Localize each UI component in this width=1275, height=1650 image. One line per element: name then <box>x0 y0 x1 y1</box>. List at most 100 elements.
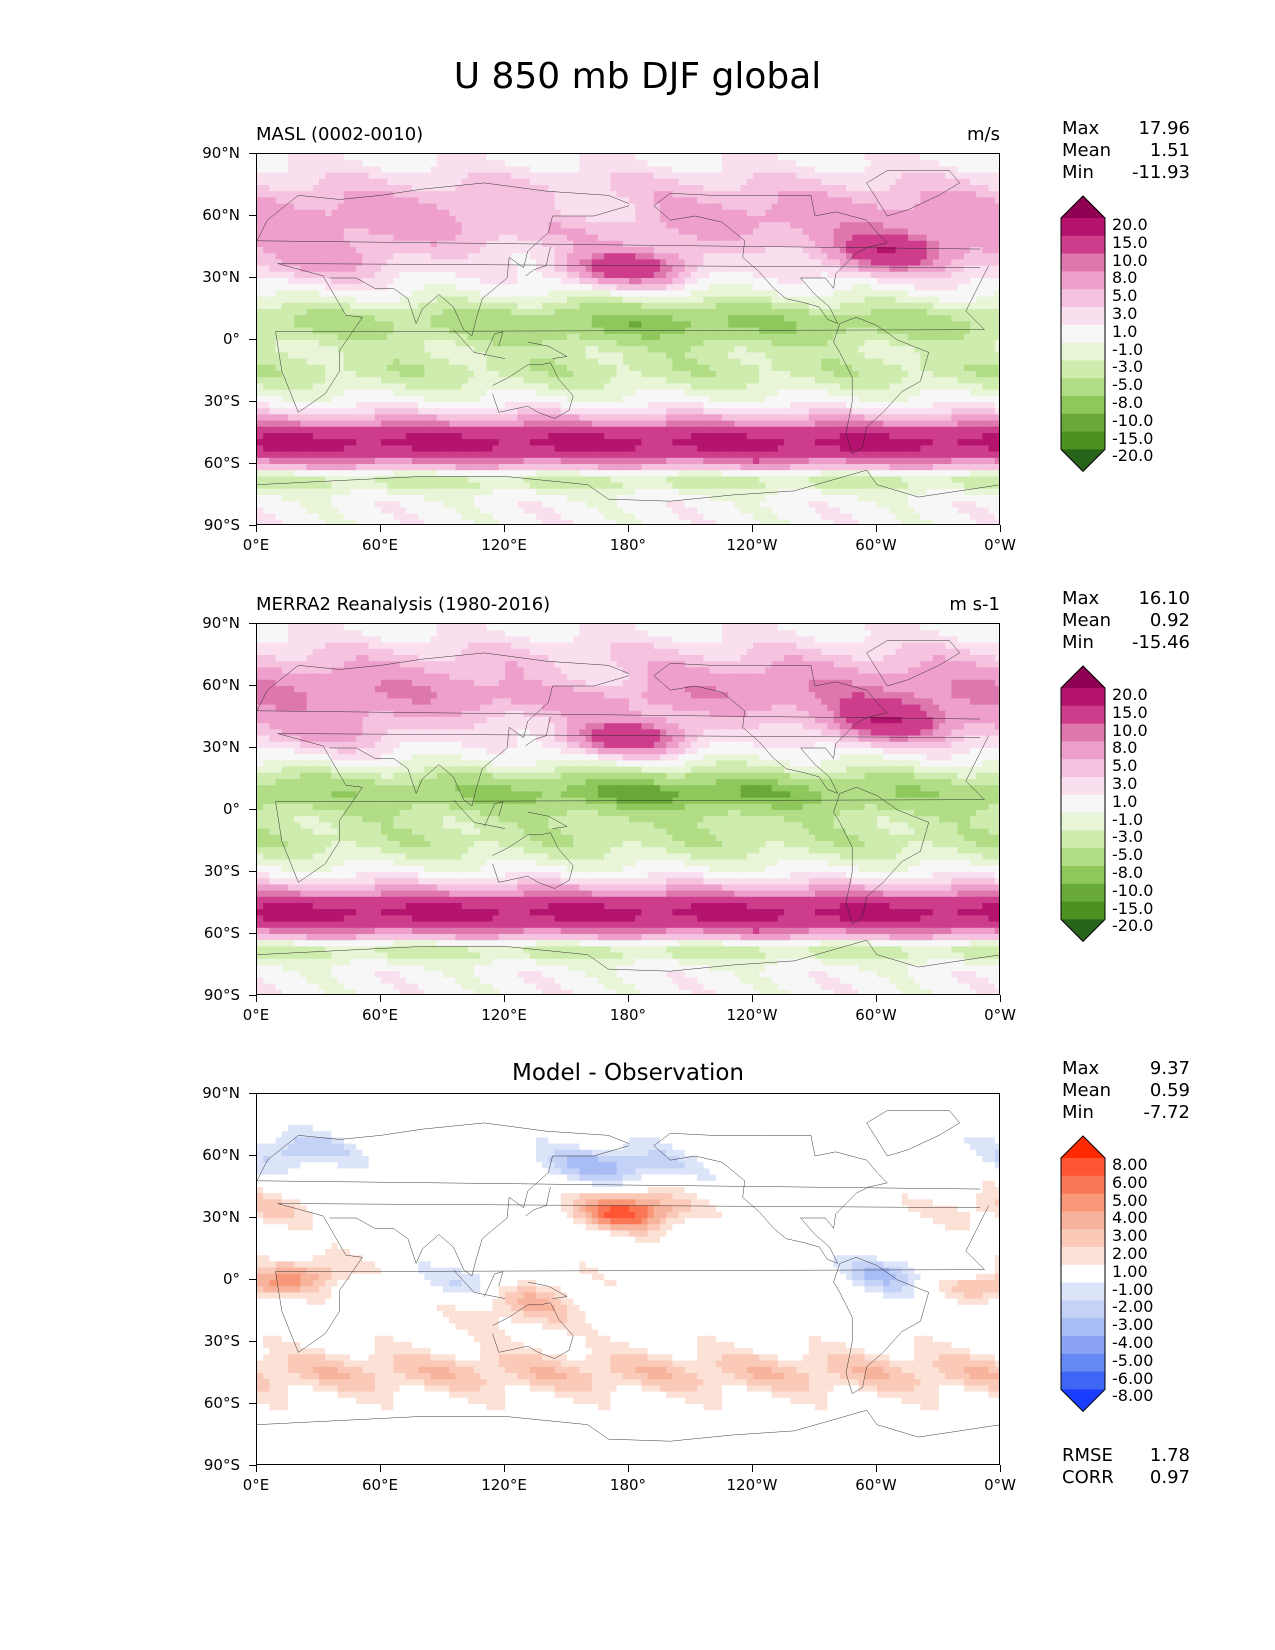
field-cell <box>257 228 264 236</box>
field-cell <box>542 247 550 254</box>
field-cell <box>573 383 581 391</box>
field-cell <box>945 259 953 267</box>
field-cell <box>505 395 512 403</box>
field-cell <box>877 389 884 397</box>
field-cell <box>486 178 494 186</box>
field-cell <box>356 178 364 186</box>
field-cell <box>542 309 550 316</box>
field-cell <box>963 228 971 236</box>
field-cell <box>691 253 698 261</box>
field-cell <box>976 309 984 316</box>
field-cell <box>647 209 655 217</box>
field-cell <box>883 333 891 341</box>
field-cell <box>430 371 438 378</box>
field-cell <box>281 346 289 354</box>
field-cell <box>740 240 748 248</box>
field-cell <box>424 296 432 304</box>
field-cell <box>660 383 667 391</box>
field-cell <box>945 395 953 403</box>
field-cell <box>926 154 934 161</box>
field-cell <box>939 216 946 223</box>
field-cell <box>945 290 953 298</box>
field-cell <box>753 377 760 385</box>
field-cell <box>660 271 667 279</box>
field-cell <box>963 203 971 211</box>
field-cell <box>436 271 444 279</box>
field-cell <box>697 203 705 211</box>
field-cell <box>579 278 587 285</box>
field-cell <box>864 290 872 298</box>
field-cell <box>374 203 382 211</box>
field-cell <box>436 402 444 409</box>
field-cell <box>610 154 618 161</box>
field-cell <box>970 309 977 316</box>
field-cell <box>548 346 556 354</box>
field-cell <box>790 178 798 186</box>
field-cell <box>387 278 395 285</box>
field-cell <box>275 371 283 378</box>
field-cell <box>765 197 773 205</box>
field-cell <box>449 309 457 316</box>
field-cell <box>374 178 382 186</box>
field-cell <box>833 166 841 174</box>
field-cell <box>356 290 364 298</box>
field-cell <box>257 402 264 409</box>
field-cell <box>914 209 922 217</box>
field-cell <box>833 209 841 217</box>
field-cell <box>536 228 543 236</box>
field-cell <box>963 340 971 347</box>
field-cell <box>263 216 271 223</box>
field-cell <box>573 364 581 372</box>
field-cell <box>802 402 810 409</box>
field-cell <box>908 191 915 199</box>
field-cell <box>740 383 748 391</box>
field-cell <box>802 383 810 391</box>
field-cell <box>492 340 500 347</box>
field-cell <box>443 408 450 416</box>
field-cell <box>635 172 643 180</box>
field-cell <box>889 284 897 292</box>
field-cell <box>759 234 767 242</box>
field-cell <box>678 216 686 223</box>
field-cell <box>381 371 388 378</box>
field-cell <box>412 178 419 186</box>
field-cell <box>796 166 804 174</box>
field-cell <box>548 265 556 273</box>
field-cell <box>988 364 996 372</box>
field-cell <box>325 327 333 335</box>
field-cell <box>678 302 686 310</box>
field-cell <box>926 271 934 279</box>
field-cell <box>536 197 543 205</box>
field-cell <box>312 154 320 161</box>
field-cell <box>356 259 364 267</box>
field-cell <box>529 278 537 285</box>
field-cell <box>381 383 388 391</box>
field-cell <box>275 166 283 174</box>
field-cell <box>381 352 388 360</box>
field-cell <box>678 371 686 378</box>
field-cell <box>635 160 643 168</box>
field-cell <box>660 209 667 217</box>
field-cell <box>951 315 959 323</box>
field-cell <box>839 278 847 285</box>
field-cell <box>269 309 277 316</box>
field-cell <box>579 371 587 378</box>
field-cell <box>492 296 500 304</box>
field-cell <box>505 185 512 192</box>
field-cell <box>858 222 866 230</box>
field-cell <box>455 383 463 391</box>
field-cell <box>877 278 884 285</box>
field-cell <box>523 340 531 347</box>
field-cell <box>932 358 940 366</box>
field-cell <box>982 222 990 230</box>
field-cell <box>474 377 481 385</box>
field-cell <box>368 209 376 217</box>
field-cell <box>399 166 407 174</box>
field-cell <box>691 333 698 341</box>
field-cell <box>827 228 835 236</box>
field-cell <box>653 234 661 242</box>
field-cell <box>870 154 878 161</box>
field-cell <box>498 340 506 347</box>
field-cell <box>777 154 785 161</box>
field-cell <box>759 302 767 310</box>
